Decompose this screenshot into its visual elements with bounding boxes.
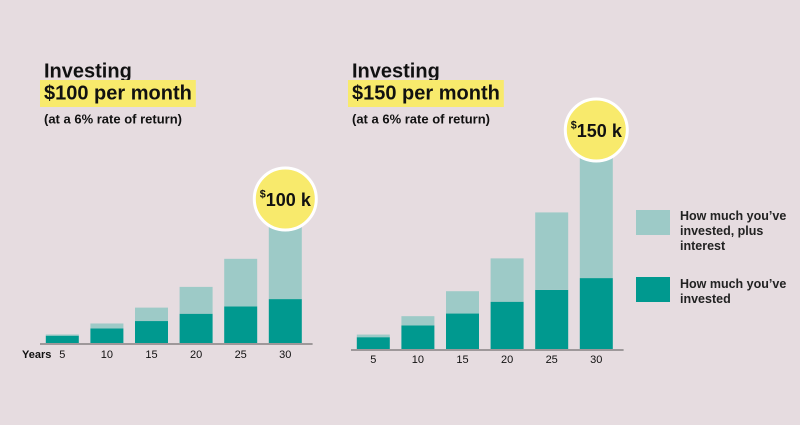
chart-subtitle: $100 per month <box>44 82 192 104</box>
x-tick-label: 30 <box>279 349 291 361</box>
bar-segment <box>446 291 479 314</box>
x-tick-label: 5 <box>370 354 376 366</box>
chart-subtitle: $150 per month <box>352 82 500 104</box>
x-tick-label: 25 <box>546 354 558 366</box>
bar-segment <box>45 334 79 336</box>
bar-segment <box>401 316 435 326</box>
bar-segment <box>401 325 435 349</box>
bar-segment <box>490 258 524 302</box>
legend-label: How much you’ve invested, plus interest <box>680 209 787 253</box>
bar-segment <box>356 337 390 349</box>
x-tick-label: 20 <box>190 349 202 361</box>
bar-segment <box>90 323 124 329</box>
bar-segment <box>90 328 124 343</box>
bar-segment <box>224 258 258 307</box>
bar-segment <box>135 307 168 322</box>
bar-segment <box>579 278 613 349</box>
x-tick-label: 20 <box>501 354 513 366</box>
chart-note: (at a 6% rate of return) <box>44 111 182 126</box>
total-badge <box>563 97 629 163</box>
bar-segment <box>268 221 302 300</box>
chart-title: Investing <box>44 60 132 82</box>
total-label: $150 k <box>571 120 623 141</box>
bar-segment <box>268 299 302 343</box>
bar-segment <box>224 306 258 343</box>
x-tick-label: 15 <box>456 354 468 366</box>
bar-segment <box>446 313 479 349</box>
x-tick-label: 10 <box>412 354 424 366</box>
x-tick-label: 10 <box>101 349 113 361</box>
x-tick-label: 30 <box>590 354 602 366</box>
x-axis-label: Years <box>22 349 51 361</box>
bar-segment <box>490 301 524 349</box>
subtitle-highlight <box>348 80 504 107</box>
legend-label: How much you’ve invested <box>680 277 787 306</box>
legend-swatch <box>636 277 670 302</box>
x-tick-label: 5 <box>59 349 65 361</box>
chart-note: (at a 6% rate of return) <box>352 111 490 126</box>
total-badge <box>252 166 318 232</box>
bar-segment <box>579 152 613 279</box>
bar-segment <box>179 286 213 314</box>
bar-segment <box>45 335 79 343</box>
x-tick-label: 25 <box>235 349 247 361</box>
chart-title: Investing <box>352 60 440 82</box>
bar-segment <box>356 334 390 338</box>
total-label: $100 k <box>260 189 312 210</box>
bar-segment <box>535 289 569 349</box>
bar-segment <box>535 212 569 290</box>
bar-segment <box>179 313 213 343</box>
legend-swatch <box>636 210 670 235</box>
x-tick-label: 15 <box>145 349 157 361</box>
subtitle-highlight <box>40 80 196 107</box>
bar-segment <box>135 321 168 343</box>
